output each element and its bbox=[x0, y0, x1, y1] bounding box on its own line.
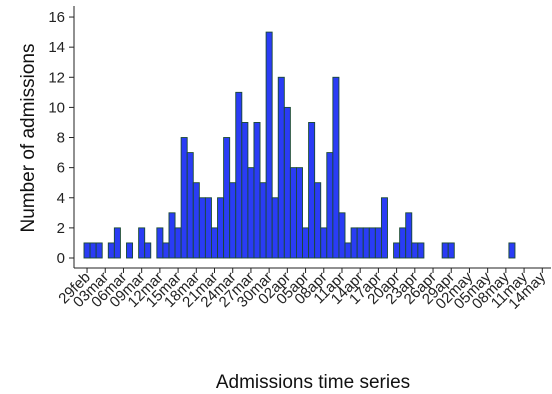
bar-day-60 bbox=[447, 242, 455, 259]
y-axis-ticks: 0 2 4 6 8 10 12 14 16 bbox=[48, 9, 74, 267]
bar-day-33 bbox=[283, 106, 291, 259]
y-tick-label: 6 bbox=[57, 160, 65, 177]
y-tick-label: 2 bbox=[57, 220, 65, 237]
bars bbox=[83, 31, 516, 259]
bar-day-49 bbox=[380, 197, 388, 259]
y-tick-label: 0 bbox=[57, 250, 65, 267]
bar-day-16 bbox=[180, 137, 188, 259]
bar-day-21 bbox=[211, 227, 218, 259]
bar-day-24 bbox=[229, 182, 237, 259]
bar-day-25 bbox=[235, 91, 243, 259]
bar-day-54 bbox=[411, 242, 419, 259]
bar-day-41 bbox=[332, 76, 340, 259]
bar-day-37 bbox=[308, 122, 316, 259]
bar-day-46 bbox=[362, 227, 370, 259]
bar-day-17 bbox=[186, 152, 194, 259]
bar-day-55 bbox=[417, 242, 425, 259]
bar-day-52 bbox=[399, 227, 407, 259]
bar-day-13 bbox=[162, 242, 170, 259]
bar-day-5 bbox=[113, 227, 121, 259]
y-tick-label: 8 bbox=[57, 130, 65, 147]
bar-day-22 bbox=[217, 197, 225, 259]
bar-day-2 bbox=[95, 242, 103, 259]
y-axis-title: Number of admissions bbox=[18, 43, 39, 232]
bar-day-45 bbox=[356, 227, 364, 259]
bar-day-27 bbox=[247, 167, 255, 259]
bar-day-39 bbox=[320, 227, 328, 259]
bar-day-26 bbox=[241, 122, 249, 259]
bar-day-30 bbox=[265, 31, 273, 259]
x-axis-title: Admissions time series bbox=[216, 372, 410, 393]
bar-day-34 bbox=[289, 167, 297, 259]
bar-day-4 bbox=[107, 242, 115, 259]
bar-day-35 bbox=[296, 167, 303, 259]
bar-day-7 bbox=[126, 242, 134, 259]
bar-day-1 bbox=[89, 242, 97, 259]
bar-day-10 bbox=[144, 242, 152, 259]
bar-day-32 bbox=[277, 76, 285, 259]
y-tick-label: 4 bbox=[57, 190, 65, 207]
bar-day-36 bbox=[302, 227, 310, 259]
bar-day-53 bbox=[405, 212, 413, 259]
bar-day-47 bbox=[368, 227, 376, 259]
bar-day-42 bbox=[338, 212, 346, 259]
bar-day-15 bbox=[174, 227, 182, 259]
y-tick-label: 16 bbox=[48, 9, 65, 26]
bar-day-9 bbox=[138, 227, 146, 259]
bar-day-48 bbox=[374, 227, 382, 259]
bar-day-14 bbox=[168, 212, 176, 259]
bar-day-40 bbox=[326, 152, 334, 259]
bar-day-38 bbox=[314, 182, 322, 259]
bar-day-51 bbox=[393, 242, 401, 259]
x-axis-ticks: 29feb03mar06mar09mar12mar15mar18mar21mar… bbox=[55, 268, 549, 313]
bar-day-19 bbox=[198, 197, 206, 259]
bar-day-20 bbox=[204, 197, 212, 259]
bar-day-23 bbox=[223, 137, 231, 259]
y-tick-label: 10 bbox=[48, 99, 65, 116]
bar-day-31 bbox=[271, 197, 279, 259]
y-tick-label: 12 bbox=[48, 69, 65, 86]
bar-day-12 bbox=[156, 227, 164, 259]
bar-day-59 bbox=[441, 242, 449, 259]
bar-day-43 bbox=[344, 242, 352, 259]
bar-day-28 bbox=[253, 122, 261, 259]
bar-day-18 bbox=[192, 182, 200, 259]
bar-day-44 bbox=[350, 227, 358, 259]
y-tick-label: 14 bbox=[48, 39, 65, 56]
bar-day-70 bbox=[508, 242, 516, 259]
bar-day-29 bbox=[259, 182, 267, 259]
bar-day-0 bbox=[83, 242, 91, 259]
